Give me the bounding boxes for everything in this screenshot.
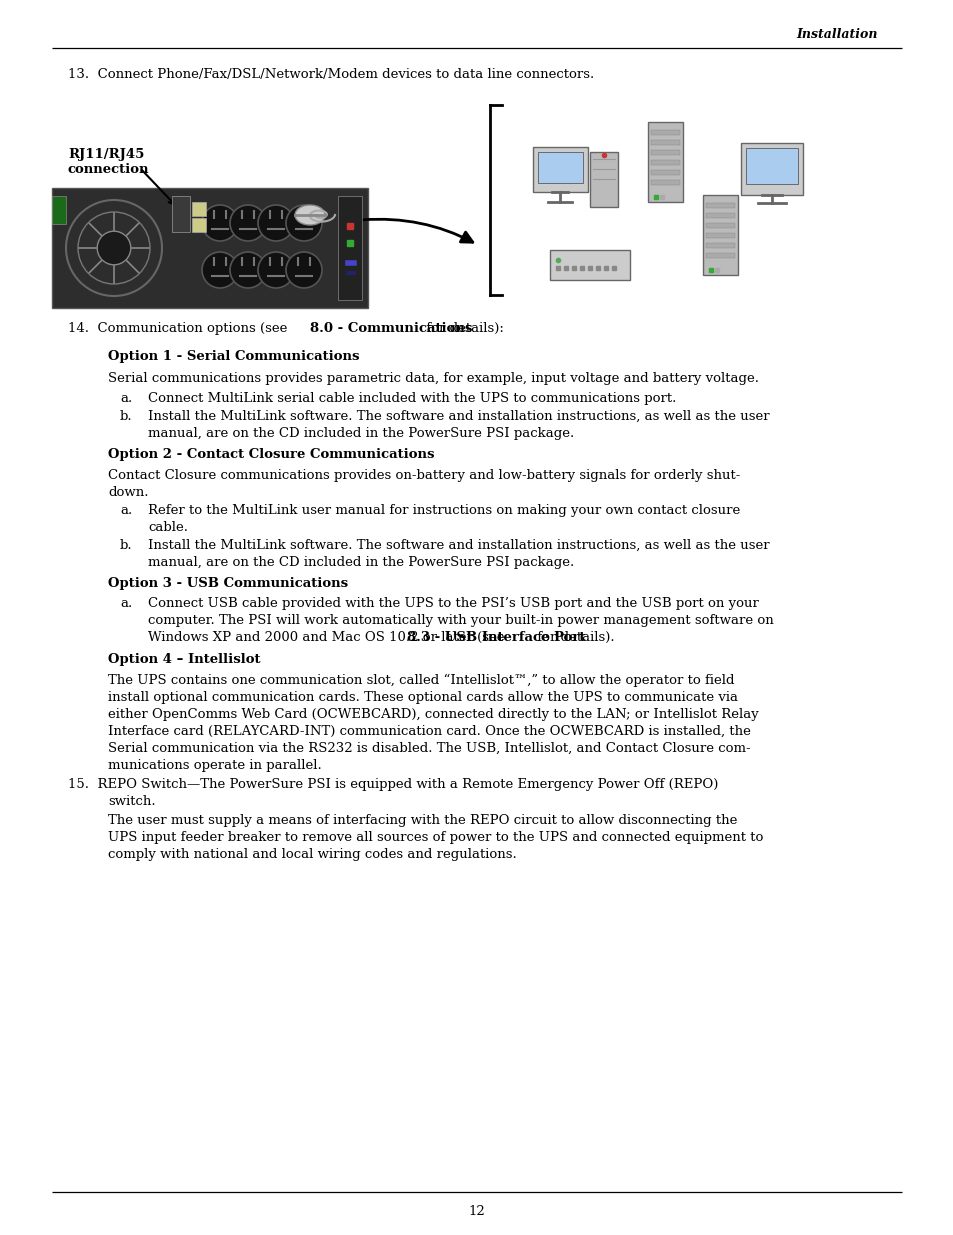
Bar <box>589 152 618 207</box>
Text: b.: b. <box>120 410 132 424</box>
Text: UPS input feeder breaker to remove all sources of power to the UPS and connected: UPS input feeder breaker to remove all s… <box>108 831 762 844</box>
Text: manual, are on the CD included in the PowerSure PSI package.: manual, are on the CD included in the Po… <box>148 427 574 440</box>
Bar <box>650 130 679 135</box>
Text: Windows XP and 2000 and Mac OS 10.2 or later (see: Windows XP and 2000 and Mac OS 10.2 or l… <box>148 631 508 643</box>
Text: comply with national and local wiring codes and regulations.: comply with national and local wiring co… <box>108 848 517 861</box>
Text: 13.  Connect Phone/Fax/DSL/Network/Modem devices to data line connectors.: 13. Connect Phone/Fax/DSL/Network/Modem … <box>68 68 594 82</box>
Text: a.: a. <box>120 597 132 610</box>
Text: Install the MultiLink software. The software and installation instructions, as w: Install the MultiLink software. The soft… <box>148 538 769 552</box>
Text: down.: down. <box>108 487 149 499</box>
Text: Refer to the MultiLink user manual for instructions on making your own contact c: Refer to the MultiLink user manual for i… <box>148 504 740 517</box>
Text: cable.: cable. <box>148 521 188 534</box>
Circle shape <box>257 205 294 241</box>
Bar <box>650 161 679 165</box>
Text: The user must supply a means of interfacing with the REPO circuit to allow disco: The user must supply a means of interfac… <box>108 814 737 827</box>
Text: 12: 12 <box>468 1205 485 1218</box>
Text: Option 3 - USB Communications: Option 3 - USB Communications <box>108 577 348 590</box>
Text: manual, are on the CD included in the PowerSure PSI package.: manual, are on the CD included in the Po… <box>148 556 574 569</box>
Bar <box>702 195 738 275</box>
Bar <box>172 196 190 232</box>
Bar <box>740 143 802 195</box>
Text: b.: b. <box>120 538 132 552</box>
Text: Serial communication via the RS232 is disabled. The USB, Intellislot, and Contac: Serial communication via the RS232 is di… <box>108 742 750 755</box>
Bar <box>52 196 66 224</box>
Circle shape <box>202 205 237 241</box>
Circle shape <box>202 252 237 288</box>
Text: a.: a. <box>120 504 132 517</box>
Text: The UPS contains one communication slot, called “Intellislot™,” to allow the ope: The UPS contains one communication slot,… <box>108 674 734 687</box>
Ellipse shape <box>294 205 325 225</box>
Bar <box>705 212 734 219</box>
Bar <box>537 152 582 183</box>
Bar <box>650 140 679 144</box>
Circle shape <box>230 205 266 241</box>
Bar <box>745 148 797 184</box>
Text: install optional communication cards. These optional cards allow the UPS to comm: install optional communication cards. Th… <box>108 692 738 704</box>
Bar <box>650 149 679 156</box>
Text: computer. The PSI will work automatically with your built-in power management so: computer. The PSI will work automaticall… <box>148 614 773 627</box>
Bar <box>650 170 679 175</box>
Circle shape <box>97 231 131 264</box>
Bar <box>533 147 587 191</box>
Text: munications operate in parallel.: munications operate in parallel. <box>108 760 321 772</box>
Text: Interface card (RELAYCARD-INT) communication card. Once the OCWEBCARD is install: Interface card (RELAYCARD-INT) communica… <box>108 725 750 739</box>
Bar <box>705 233 734 238</box>
Text: Option 1 - Serial Communications: Option 1 - Serial Communications <box>108 350 359 363</box>
Text: Option 2 - Contact Closure Communications: Option 2 - Contact Closure Communication… <box>108 448 434 461</box>
Bar <box>705 253 734 258</box>
Bar <box>650 180 679 185</box>
Text: 15.  REPO Switch—The PowerSure PSI is equipped with a Remote Emergency Power Off: 15. REPO Switch—The PowerSure PSI is equ… <box>68 778 718 790</box>
Bar <box>52 188 368 308</box>
Bar <box>192 203 206 216</box>
Circle shape <box>286 252 322 288</box>
Text: Connect USB cable provided with the UPS to the PSI’s USB port and the USB port o: Connect USB cable provided with the UPS … <box>148 597 758 610</box>
Bar <box>550 249 629 280</box>
Text: a.: a. <box>120 391 132 405</box>
Text: switch.: switch. <box>108 795 155 808</box>
Text: for details):: for details): <box>421 322 503 335</box>
Bar <box>705 243 734 248</box>
Text: either OpenComms Web Card (OCWEBCARD), connected directly to the LAN; or Intelli: either OpenComms Web Card (OCWEBCARD), c… <box>108 708 758 721</box>
Bar <box>192 219 206 232</box>
Text: RJ11/RJ45: RJ11/RJ45 <box>68 148 144 161</box>
Text: Installation: Installation <box>796 28 877 41</box>
Text: Install the MultiLink software. The software and installation instructions, as w: Install the MultiLink software. The soft… <box>148 410 769 424</box>
Circle shape <box>230 252 266 288</box>
Text: Contact Closure communications provides on-battery and low-battery signals for o: Contact Closure communications provides … <box>108 469 740 482</box>
Bar <box>705 224 734 228</box>
Circle shape <box>286 205 322 241</box>
Text: Connect MultiLink serial cable included with the UPS to communications port.: Connect MultiLink serial cable included … <box>148 391 676 405</box>
Text: 14.  Communication options (see: 14. Communication options (see <box>68 322 292 335</box>
Text: connection: connection <box>68 163 150 177</box>
Bar <box>337 196 361 300</box>
Text: Option 4 – Intellislot: Option 4 – Intellislot <box>108 653 260 666</box>
Text: Serial communications provides parametric data, for example, input voltage and b: Serial communications provides parametri… <box>108 372 759 385</box>
Bar <box>647 122 682 203</box>
Bar <box>705 203 734 207</box>
Circle shape <box>257 252 294 288</box>
Text: for details).: for details). <box>533 631 615 643</box>
Text: 8.3 - USB Interface Port: 8.3 - USB Interface Port <box>406 631 584 643</box>
Text: 8.0 - Communications: 8.0 - Communications <box>310 322 472 335</box>
